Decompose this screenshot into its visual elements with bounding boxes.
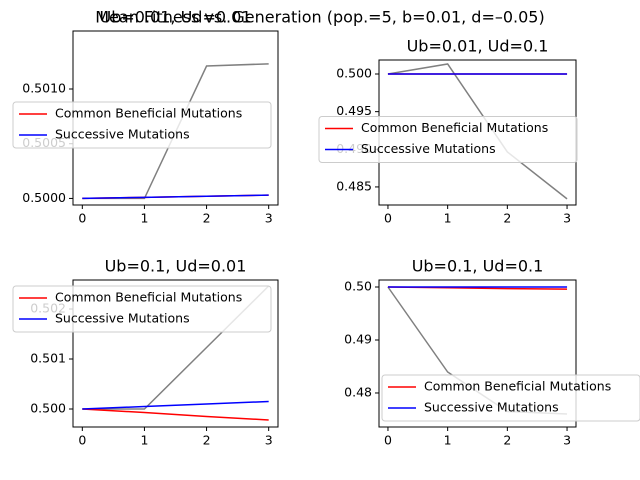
x-tick-label: 1 (140, 211, 148, 226)
y-tick-label: 0.500 (30, 401, 66, 416)
subplot-title: Ub=0.1, Ud=0.01 (105, 257, 247, 276)
y-tick-label: 0.501 (30, 351, 66, 366)
legend-label: Successive Mutations (424, 400, 559, 415)
legend-label: Common Beneficial Mutations (361, 120, 548, 135)
legend-box (381, 374, 640, 422)
axes-frame (378, 279, 577, 428)
y-tick-label: 0.485 (336, 178, 372, 193)
x-tick-label: 0 (78, 433, 86, 448)
legend-label: Successive Mutations (55, 311, 190, 326)
series-line (387, 63, 568, 200)
series-line (82, 400, 269, 410)
legend-label: Common Beneficial Mutations (55, 106, 242, 121)
legend-label: Common Beneficial Mutations (424, 379, 611, 394)
legend-box (12, 101, 272, 149)
y-tick-label: 0.48 (344, 384, 372, 399)
subplot-title: Ub=0.1, Ud=0.1 (412, 257, 544, 276)
x-tick-label: 1 (140, 433, 148, 448)
legend-label: Successive Mutations (55, 127, 190, 142)
x-tick-label: 0 (78, 211, 86, 226)
x-tick-label: 0 (384, 433, 392, 448)
y-tick-label: 0.495 (336, 103, 372, 118)
x-tick-label: 3 (265, 433, 273, 448)
y-tick-label: 0.49 (344, 331, 372, 346)
axes-frame (72, 279, 279, 428)
y-tick-label: 0.50 (344, 278, 372, 293)
x-tick-label: 2 (503, 211, 511, 226)
x-tick-label: 0 (384, 211, 392, 226)
legend-label: Common Beneficial Mutations (55, 290, 242, 305)
x-tick-label: 3 (563, 433, 571, 448)
x-tick-label: 1 (444, 433, 452, 448)
x-tick-label: 2 (503, 433, 511, 448)
x-tick-label: 3 (563, 211, 571, 226)
y-tick-label: 0.500 (336, 66, 372, 81)
series-line (82, 194, 269, 200)
x-tick-label: 2 (203, 433, 211, 448)
x-tick-label: 1 (444, 211, 452, 226)
subplot-title: Ub=0.01, Ud=0.1 (407, 37, 549, 56)
legend-label: Successive Mutations (361, 141, 496, 156)
legend-box (12, 285, 272, 333)
y-tick-label: 0.5000 (22, 190, 66, 205)
legend-box (318, 116, 578, 163)
x-tick-label: 2 (203, 211, 211, 226)
series-line (82, 408, 269, 421)
figure-title: Mean Fitness vs. Generation (pop.=5, b=0… (95, 8, 544, 27)
y-tick-label: 0.5010 (22, 81, 66, 96)
x-tick-label: 3 (265, 211, 273, 226)
subplot-title: Ub=0.01, Ud=0.01 (100, 8, 252, 27)
